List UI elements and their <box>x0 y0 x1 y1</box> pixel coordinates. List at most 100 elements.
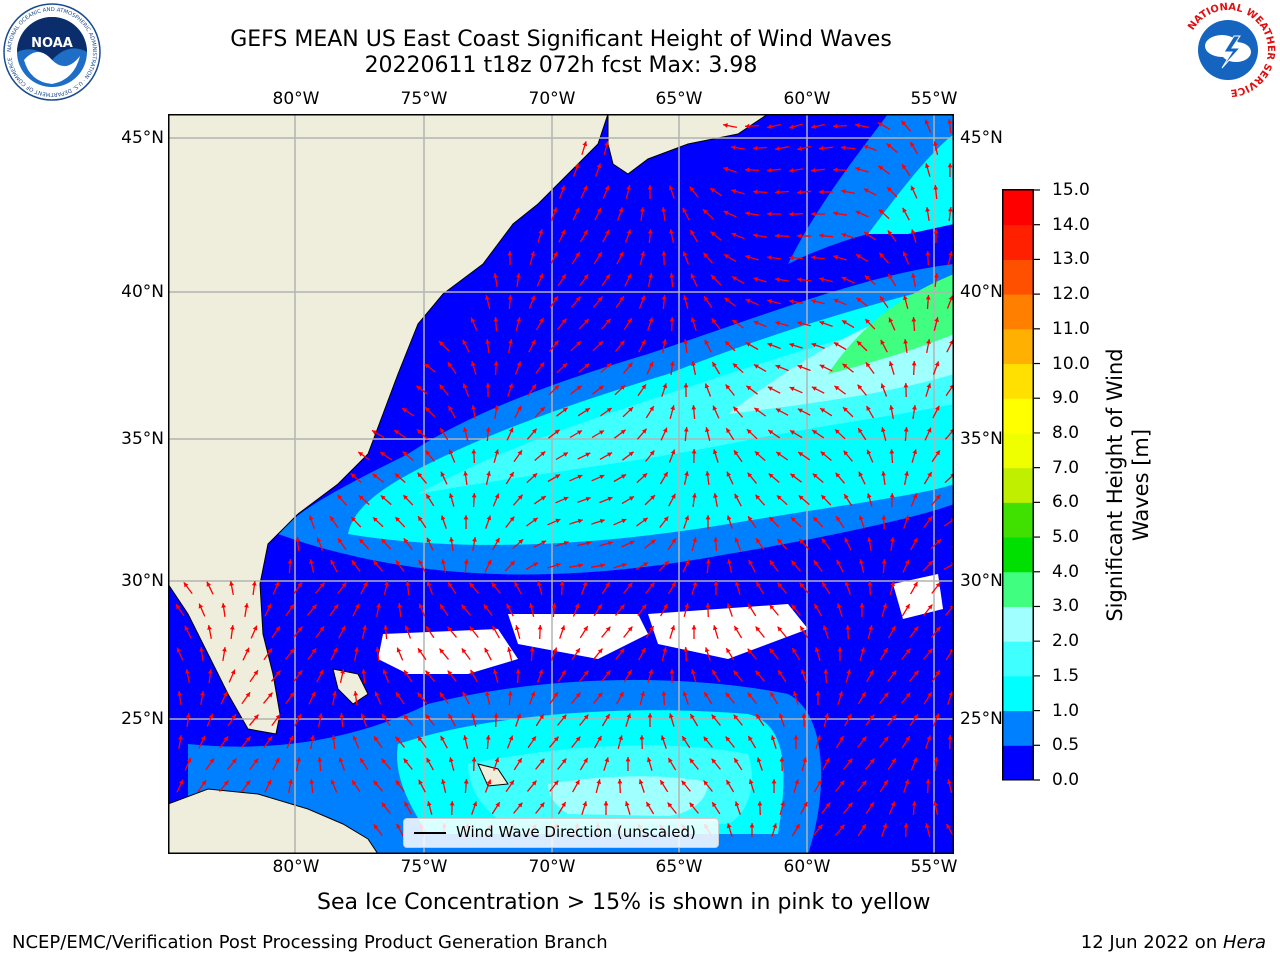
wave-arrow-head <box>338 538 343 544</box>
wave-arrow-head <box>925 823 930 829</box>
wave-arrow-head <box>726 648 731 654</box>
wave-arrow-head <box>880 339 885 345</box>
wave-arrow-head <box>815 691 821 696</box>
wave-arrow-head <box>495 802 500 808</box>
wave-arrow-head <box>669 273 675 278</box>
wave-arrow-head <box>823 669 829 674</box>
wave-arrow-head <box>925 207 930 212</box>
wave-arrow-head <box>605 318 611 324</box>
wave-arrow-head <box>856 297 862 303</box>
wave-arrow-head <box>384 581 389 586</box>
wave-arrow-head <box>662 339 667 344</box>
wave-arrow-head <box>661 295 667 300</box>
wave-arrow-head <box>439 648 445 654</box>
wave-arrow-head <box>841 189 846 194</box>
wave-arrow-head <box>891 670 897 676</box>
wave-arrow-head <box>863 144 869 150</box>
wave-arrow-head <box>935 405 940 411</box>
wave-arrow-head <box>724 254 729 259</box>
wave-arrow-head <box>383 625 389 630</box>
wave-arrow-head <box>530 295 536 301</box>
wave-arrow-head <box>684 471 689 476</box>
wave-arrow-head <box>584 319 589 324</box>
wave-arrow-head <box>541 540 547 545</box>
wave-arrow-head <box>516 361 522 367</box>
wave-arrow-head <box>935 494 941 500</box>
wave-arrow-head <box>597 296 603 302</box>
wave-arrow-head <box>847 802 853 808</box>
wave-arrow-head <box>775 189 780 195</box>
wave-arrow-head <box>583 670 589 676</box>
wave-arrow-head <box>394 430 400 435</box>
wave-arrow-head <box>905 604 910 609</box>
wave-arrow-head <box>493 669 498 675</box>
land-areas <box>168 114 769 854</box>
wave-arrow-head <box>418 779 423 785</box>
wave-arrow-head <box>902 164 907 170</box>
wave-arrow-head <box>396 692 401 698</box>
wave-arrow-head <box>515 669 521 674</box>
wave-arrow-head <box>374 736 379 742</box>
wave-arrow-head <box>354 647 359 652</box>
wave-arrow-head <box>798 495 804 501</box>
wave-arrow-head <box>245 692 251 698</box>
wave-arrow-head <box>375 647 381 652</box>
wave-arrow-head <box>461 604 467 610</box>
wave-arrow-head <box>337 494 343 500</box>
lat-label-right: 25°N <box>960 709 1003 729</box>
wave-arrow-head <box>927 604 933 610</box>
wave-arrow-head <box>178 779 184 785</box>
wave-arrow-head <box>946 823 951 829</box>
wave-arrow-head <box>508 383 514 389</box>
wave-arrow-head <box>275 670 281 676</box>
wave-arrow-head <box>495 537 500 543</box>
wave-arrow-head <box>289 648 295 654</box>
wave-arrow-head <box>691 625 697 630</box>
wave-arrow-head <box>308 515 314 521</box>
wave-arrow-head <box>753 320 759 326</box>
wave-arrow-head <box>640 691 645 697</box>
wave-arrow-head <box>833 211 838 216</box>
wave-arrow-head <box>845 625 851 630</box>
wave-arrow-head <box>856 254 861 259</box>
wave-arrow-head <box>553 736 559 742</box>
wave-arrow-head <box>811 342 817 348</box>
wave-arrow-head <box>669 669 675 674</box>
wave-arrow-head <box>596 779 601 785</box>
wave-arrow-head <box>734 450 739 456</box>
wave-arrow-head <box>350 473 356 479</box>
wave-arrow-head <box>553 296 558 302</box>
wave-arrow-head <box>583 758 588 763</box>
wave-arrow-head <box>690 714 695 719</box>
wave-arrow-head <box>599 430 604 435</box>
wave-arrow-head <box>662 647 667 653</box>
wave-arrow-head <box>642 517 648 523</box>
wave-arrow-head <box>355 603 360 609</box>
wave-arrow-head <box>381 758 387 764</box>
wave-arrow-head <box>905 648 911 654</box>
wave-arrow-head <box>650 495 655 500</box>
wave-arrow-head <box>418 648 423 654</box>
wave-arrow-head <box>417 736 423 742</box>
wave-arrow-head <box>448 582 453 588</box>
wave-arrow-head <box>561 714 567 720</box>
wave-arrow-head <box>605 582 610 588</box>
wave-arrow-head <box>373 560 379 566</box>
wave-arrow-head <box>396 647 402 653</box>
wave-arrow-head <box>869 714 875 720</box>
wave-arrow-head <box>725 384 731 390</box>
wave-arrow-head <box>883 648 888 653</box>
wave-arrow-head <box>641 428 647 434</box>
wave-arrow-head <box>574 603 580 609</box>
wave-arrow-head <box>604 185 610 191</box>
wave-arrow-head <box>648 317 654 323</box>
wave-arrow-head <box>440 471 445 477</box>
wave-arrow-head <box>267 736 273 742</box>
wave-arrow-head <box>667 802 673 808</box>
lon-label-top: 60°W <box>783 89 831 109</box>
wave-arrow-head <box>684 515 690 521</box>
wave-arrow-head <box>798 452 804 457</box>
wave-arrow-head <box>912 405 917 410</box>
wave-arrow-head <box>901 120 907 126</box>
wave-arrow-head <box>683 383 689 388</box>
